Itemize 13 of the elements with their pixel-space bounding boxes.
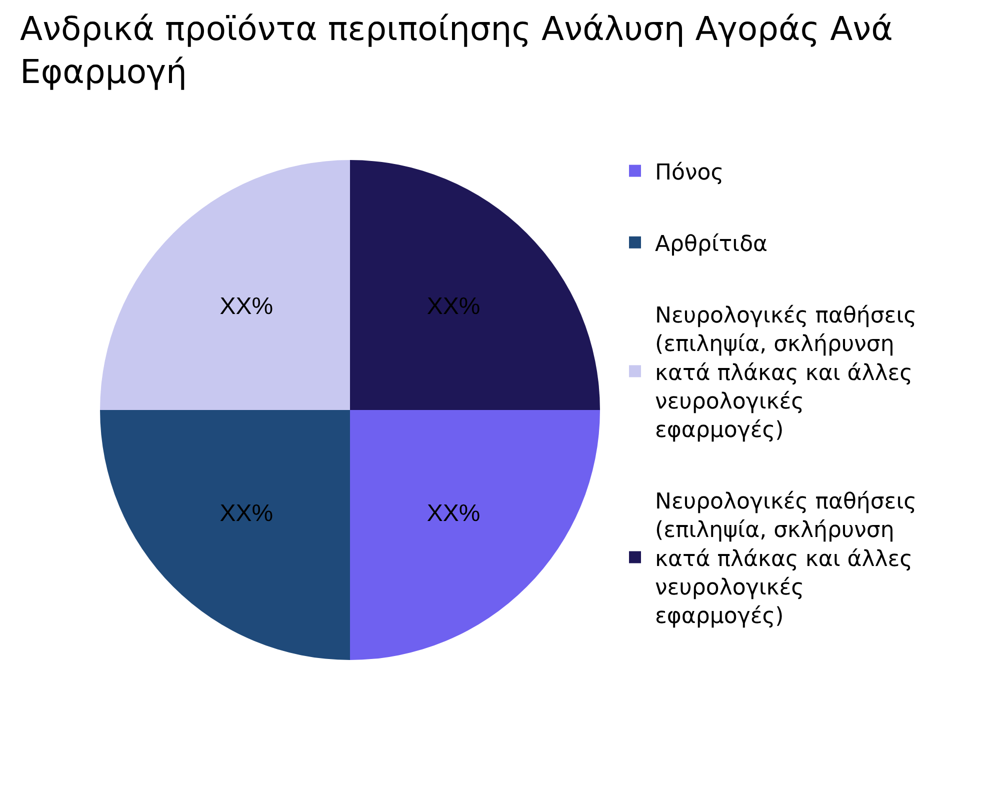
legend-label: Νευρολογικές παθήσεις (επιληψία, σκλήρυνση κατά πλάκας και άλλες νευρολογικές εφαρμογές) — [655, 490, 917, 629]
data-label: XX% — [426, 500, 480, 528]
data-label: XX% — [220, 500, 274, 528]
legend-label: Αρθρίτιδα — [655, 232, 768, 257]
pie-slice — [100, 160, 350, 410]
pie-slice — [350, 410, 600, 660]
pie-slice — [100, 410, 350, 660]
chart-title: Ανδρικά προϊόντα περιποίησης Ανάλυση Αγοράς Ανά Εφαρμογή — [20, 9, 893, 91]
data-label: XX% — [220, 292, 274, 320]
legend-label: Νευρολογικές παθήσεις (επιληψία, σκλήρυνση κατά πλάκας και άλλες νευρολογικές εφαρμογές) — [655, 304, 917, 443]
legend-label: Πόνος — [655, 160, 724, 186]
pie-slice — [350, 160, 600, 410]
data-label: XX% — [426, 292, 480, 320]
